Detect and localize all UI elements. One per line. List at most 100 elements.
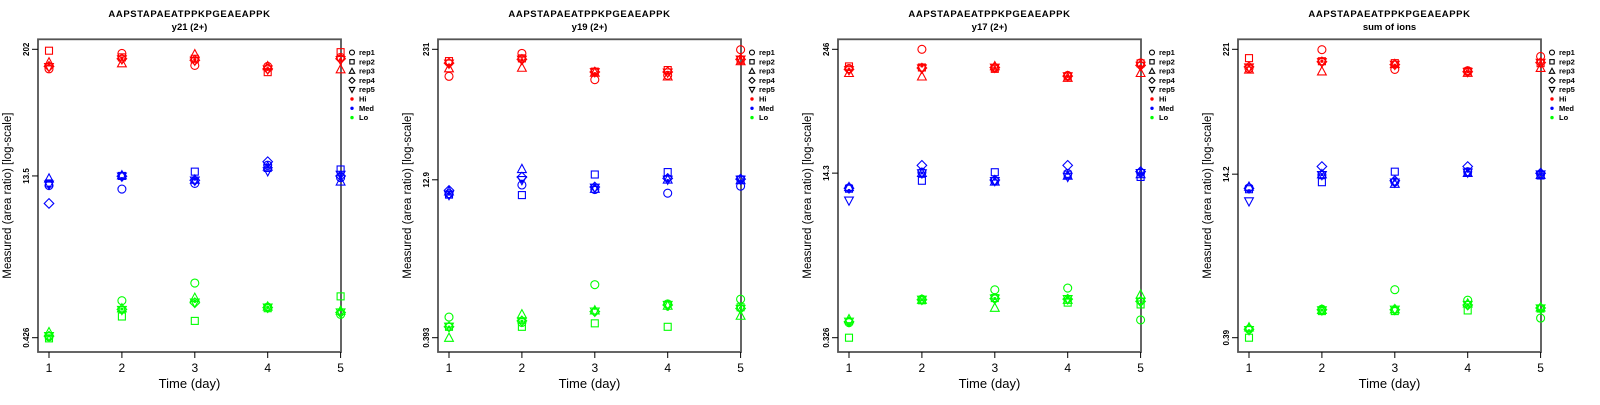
legend-label-rep5: rep5 — [1159, 85, 1175, 94]
x-tick-label: 5 — [337, 361, 344, 375]
data-point-med-rep1 — [336, 173, 346, 183]
data-point-hi-rep1 — [1317, 45, 1327, 55]
data-point-hi-rep5 — [116, 55, 128, 66]
data-point-med-rep5 — [189, 176, 201, 187]
legend-label-rep2: rep2 — [1559, 57, 1575, 66]
level-mean-dot-hi — [593, 72, 597, 76]
legend-dot-lo — [350, 115, 354, 120]
chart-svg: AAPSTAPAEATPPKPGEAEAPPK y21 (2+) Measured … — [2, 9, 376, 391]
plot-frame — [37, 38, 342, 353]
data-point-med-rep2 — [590, 170, 599, 179]
level-mean-dot-hi — [339, 57, 343, 62]
level-mean-dot-hi — [447, 64, 451, 69]
level-mean-dot-lo — [847, 323, 851, 327]
y-tick-label: 0.326 — [822, 327, 831, 348]
legend-symbol-rep2 — [749, 59, 755, 65]
level-mean-dot-lo — [920, 298, 924, 302]
level-mean-dot-lo — [1466, 303, 1470, 307]
legend-symbol-rep2 — [1149, 59, 1155, 65]
legend-symbol-rep5 — [748, 86, 756, 94]
data-point-lo-rep3 — [735, 309, 746, 320]
data-point-lo-rep5 — [1062, 295, 1074, 305]
legend-symbol-rep5 — [348, 86, 356, 94]
legend-label-rep2: rep2 — [759, 57, 775, 66]
data-point-lo-rep3 — [1389, 303, 1401, 314]
data-point-med-rep5 — [1135, 168, 1146, 179]
level-mean-dot-hi — [120, 56, 124, 61]
data-point-hi-rep5 — [1462, 67, 1474, 78]
data-point-lo-rep2 — [663, 322, 672, 331]
data-point-med-rep3 — [335, 175, 346, 186]
legend-label-lo: Lo — [359, 113, 369, 122]
x-tick-label: 1 — [446, 361, 453, 375]
level-mean-dot-med — [920, 171, 924, 175]
data-point-hi-rep2 — [336, 48, 345, 57]
level-mean-dot-lo — [339, 307, 343, 311]
chart-title: AAPSTAPAEATPPKPGEAEAPPK — [508, 9, 670, 20]
level-mean-dot-lo — [1320, 308, 1324, 312]
data-point-med-rep5 — [516, 175, 528, 186]
y-tick-label: 221 — [1222, 42, 1231, 56]
data-point-med-rep5 — [843, 196, 855, 207]
data-point-med-rep5 — [43, 180, 55, 191]
data-point-lo-rep5 — [43, 332, 55, 342]
chart-svg: AAPSTAPAEATPPKPGEAEAPPK sum of ions Measur… — [1202, 9, 1576, 391]
data-point-med-rep2 — [517, 191, 526, 200]
plot-frame — [1237, 38, 1542, 353]
legend-dot-med — [1150, 106, 1154, 111]
data-point-hi-rep1 — [917, 44, 927, 54]
legend-symbol-rep1 — [1548, 49, 1556, 56]
plot-frame — [437, 38, 742, 353]
y-axis-label: Measured (area ratio) [log-scale] — [802, 113, 814, 279]
legend-label-med: Med — [359, 104, 374, 113]
data-point-lo-rep2 — [117, 312, 126, 321]
data-point-lo-rep5 — [443, 322, 455, 333]
level-mean-dot-lo — [1066, 296, 1070, 300]
data-point-lo-rep3 — [589, 304, 601, 315]
x-tick-label: 4 — [664, 361, 671, 375]
y-tick-label: 14.2 — [1222, 166, 1231, 182]
legend-symbol-rep2 — [349, 59, 355, 65]
data-point-med-rep5 — [1535, 170, 1546, 181]
data-point-lo-rep1 — [1063, 283, 1073, 293]
data-point-med-rep1 — [663, 188, 673, 198]
y-tick-label: 0.426 — [22, 327, 31, 348]
x-tick-label: 3 — [991, 361, 998, 375]
legend-symbol-rep4 — [1148, 76, 1156, 85]
legend-label-rep5: rep5 — [759, 85, 775, 94]
data-point-hi-rep3 — [516, 61, 528, 72]
data-point-med-rep2 — [1390, 167, 1399, 176]
data-point-lo-rep2 — [517, 322, 526, 331]
data-point-med-rep2 — [336, 165, 345, 174]
data-point-hi-rep5 — [1062, 72, 1074, 83]
legend-dot-med — [1550, 106, 1554, 111]
data-point-hi-rep5 — [189, 56, 201, 67]
data-point-med-rep5 — [662, 175, 674, 186]
data-point-med-rep1 — [117, 184, 127, 194]
data-point-hi-rep5 — [516, 55, 528, 66]
legend-label-hi: Hi — [1559, 95, 1567, 104]
legend-label-med: Med — [1159, 104, 1174, 113]
data-point-hi-rep5 — [443, 59, 455, 70]
x-tick-label: 2 — [519, 361, 526, 375]
level-mean-dot-hi — [739, 56, 743, 60]
level-mean-dot-hi — [1539, 60, 1543, 65]
data-point-hi-rep1 — [517, 48, 527, 58]
legend-symbol-rep5 — [1548, 86, 1556, 94]
data-point-lo-rep5 — [843, 317, 855, 328]
data-point-hi-rep5 — [335, 56, 346, 66]
level-mean-dot-med — [1393, 178, 1397, 182]
legend-label-lo: Lo — [759, 113, 769, 122]
data-point-med-rep4 — [443, 184, 455, 196]
chart-subtitle: sum of ions — [1363, 22, 1416, 33]
data-point-hi-rep3 — [335, 63, 346, 74]
level-mean-dot-med — [339, 174, 343, 178]
legend-label-rep1: rep1 — [1559, 48, 1575, 57]
data-point-lo-rep5 — [1135, 297, 1146, 308]
x-tick-label: 4 — [1064, 361, 1071, 375]
level-mean-dot-lo — [739, 306, 743, 310]
legend-label-hi: Hi — [759, 95, 767, 104]
data-point-hi-rep1 — [736, 45, 746, 55]
legend-label-hi: Hi — [1159, 95, 1167, 104]
